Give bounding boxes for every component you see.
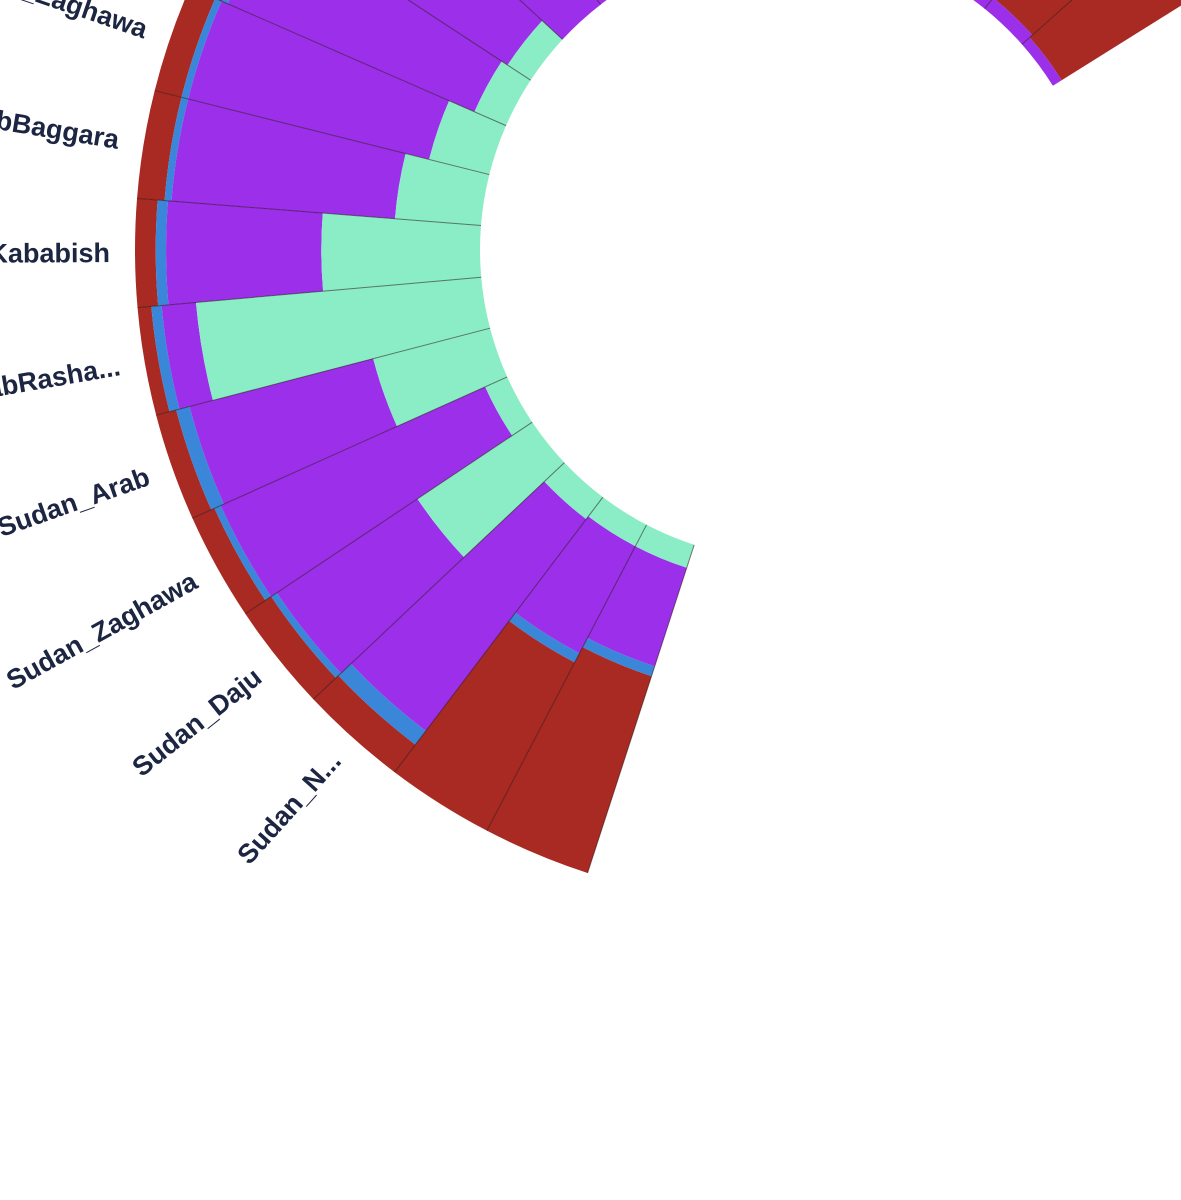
bar-segment-18-2 [220, 386, 513, 597]
bar-segment-17-2 [189, 358, 398, 505]
bar-segment-14-0 [137, 90, 182, 201]
bar-segment-10-2 [519, 0, 601, 40]
bar-segment-22-3 [635, 524, 695, 568]
bar-segment-19-1 [271, 592, 341, 678]
bar-segment-20-2 [351, 481, 587, 731]
population-label: Chad_Zaghawa [0, 0, 152, 45]
bar-segment-16-1 [151, 305, 180, 412]
bar-segment-13-3 [429, 100, 507, 175]
bar-segment-16-3 [195, 277, 491, 401]
separator-line [136, 197, 482, 227]
bar-segment-22-2 [587, 546, 687, 667]
bar-segment-21-0 [394, 620, 575, 831]
bar-segment-22-0 [486, 647, 652, 873]
separator-line [217, 0, 507, 127]
bar-segment-13-0 [154, 0, 215, 98]
bar-segment-19-3 [417, 422, 565, 558]
bar-segment-15-3 [321, 213, 482, 292]
bar-segment-17-0 [156, 409, 212, 519]
bar-segment-16-0 [137, 306, 170, 416]
bar-segment-21-1 [509, 612, 580, 663]
population-label: Sudan_Zaghawa [1, 566, 203, 696]
separator-lines [136, 0, 1073, 874]
population-label: ...udan_ArabBaggara [0, 81, 122, 155]
bar-segment-17-3 [373, 328, 508, 427]
bar-segment-15-1 [155, 199, 169, 306]
bar-segment-13-1 [181, 0, 222, 99]
bar-segment-1-0 [995, 0, 1072, 36]
bar-segment-15-0 [134, 198, 159, 308]
bar-segment-14-3 [394, 153, 490, 226]
bar-segment-13-2 [188, 1, 450, 160]
separator-line [587, 544, 695, 874]
separator-line [154, 90, 490, 176]
separator-line [156, 327, 491, 416]
bar-segment-20-1 [338, 663, 426, 745]
bar-segment-19-2 [276, 498, 464, 674]
bar-segment-22-1 [582, 637, 655, 677]
bar-segment-18-3 [485, 376, 533, 436]
bar-segment-12-1 [221, 0, 230, 4]
separator-line [407, 0, 531, 81]
bars-layer [134, 0, 1181, 873]
bar-segment-2-2 [973, 0, 992, 9]
bar-segment-9-2 [597, 0, 607, 5]
separator-line [1021, 0, 1073, 45]
bar-segment-18-0 [192, 508, 266, 614]
separator-line [137, 276, 482, 309]
bar-segment-0-0 [1029, 0, 1181, 81]
population-label: Sudan_N... [231, 746, 347, 870]
bar-segment-12-2 [227, 0, 502, 112]
separator-line [394, 496, 604, 773]
bar-segment-21-2 [515, 516, 636, 654]
separator-line [192, 376, 508, 519]
separator-line [312, 462, 565, 700]
bar-segment-16-2 [161, 302, 213, 410]
bar-segment-1-2 [984, 0, 1033, 45]
bar-segment-12-3 [474, 61, 531, 126]
population-label: Sudan_Daju [127, 662, 268, 783]
bar-segment-17-1 [176, 406, 224, 510]
bar-segment-11-2 [408, 0, 543, 66]
bar-segment-15-2 [166, 200, 324, 305]
bar-segment-14-1 [164, 97, 189, 202]
bar-segment-20-3 [544, 462, 603, 520]
bar-segment-11-3 [507, 20, 563, 81]
bar-segment-14-2 [171, 98, 406, 219]
population-label: Sudan_Arab [0, 462, 154, 543]
separator-line [245, 421, 533, 615]
bar-segment-19-0 [245, 596, 336, 700]
separator-line [519, 0, 563, 40]
bar-segment-20-0 [313, 675, 416, 773]
bar-segment-0-2 [1021, 37, 1062, 86]
population-label: Sudan_ArabRasha... [0, 351, 123, 425]
population-label: ...dan_ArabKababish [0, 238, 110, 269]
bar-segment-21-3 [588, 497, 647, 547]
bar-segment-18-1 [214, 505, 272, 601]
separator-line [486, 524, 647, 831]
